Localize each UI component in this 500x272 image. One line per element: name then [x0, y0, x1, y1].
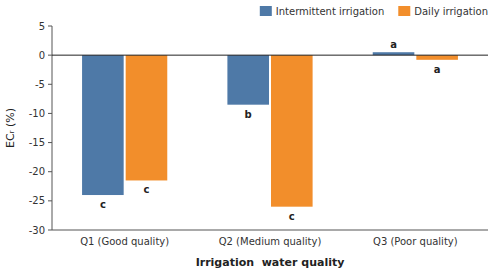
x-axis-line [52, 230, 488, 231]
y-tick [48, 84, 52, 85]
x-axis-label: Irrigation water quality [196, 256, 345, 269]
annotations: c b a c c a [100, 39, 441, 221]
y-axis-line [52, 26, 53, 230]
y-tick-label: -25 [29, 195, 45, 206]
y-tick-label: 5 [39, 21, 45, 32]
y-tick-label: 0 [39, 50, 45, 61]
y-tick-label: -10 [29, 108, 45, 119]
legend-swatch [260, 6, 272, 16]
significance-label: c [100, 199, 106, 210]
legend-label: Daily irrigation [414, 6, 488, 17]
x-tick-label: Q3 (Poor quality) [373, 236, 458, 247]
y-tick-label: -20 [29, 166, 45, 177]
y-tick [48, 230, 52, 231]
x-tick-label: Q1 (Good quality) [80, 236, 169, 247]
significance-label: a [434, 64, 441, 75]
y-tick [48, 55, 52, 56]
bar [227, 55, 269, 105]
y-tick [48, 113, 52, 114]
bar [126, 55, 168, 180]
significance-label: c [289, 211, 295, 222]
chart: -30 -25 -20 -15 -10 -5 0 5 c b a c c a Q1 (Good qualit… [0, 0, 500, 272]
y-tick-label: -5 [35, 79, 45, 90]
bar [271, 55, 313, 207]
legend-item: Intermittent irrigation [260, 6, 384, 17]
y-axis: -30 -25 -20 -15 -10 -5 0 5 [29, 21, 488, 236]
significance-label: a [390, 39, 397, 50]
significance-label: c [143, 184, 149, 195]
y-tick-label: -30 [29, 225, 45, 236]
legend-label: Intermittent irrigation [276, 6, 384, 17]
bar [416, 55, 458, 60]
bar [82, 55, 124, 195]
significance-label: b [245, 109, 252, 120]
legend: Intermittent irrigation Daily irrigation [260, 6, 488, 17]
legend-swatch [398, 6, 410, 16]
y-tick [48, 142, 52, 143]
bars [82, 52, 458, 206]
x-tick-label: Q2 (Medium quality) [219, 236, 322, 247]
y-tick [48, 26, 52, 27]
y-tick-label: -15 [29, 137, 45, 148]
legend-item: Daily irrigation [398, 6, 488, 17]
y-axis-label: ECᵣ (%) [4, 108, 17, 148]
zero-line [52, 55, 488, 56]
y-tick [48, 171, 52, 172]
y-tick [48, 200, 52, 201]
